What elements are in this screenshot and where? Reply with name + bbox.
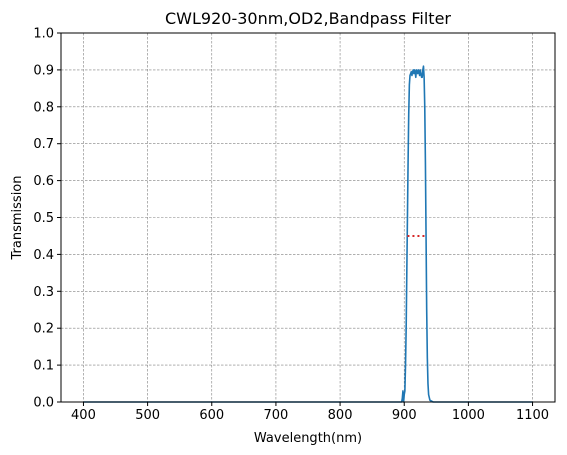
y-tick-label: 0.7 <box>33 137 54 152</box>
y-tick-label: 0.5 <box>33 211 54 226</box>
y-tick-label: 0.3 <box>33 285 54 300</box>
x-tick-label: 800 <box>328 408 353 423</box>
chart-title: CWL920-30nm,OD2,Bandpass Filter <box>165 9 451 28</box>
x-tick-label: 700 <box>264 408 289 423</box>
y-axis-label: Transmission <box>10 176 25 261</box>
y-axis: 0.0 0.1 0.2 0.3 0.4 0.5 0.6 0.7 0.8 0.9 1.0 <box>33 27 61 411</box>
y-tick-label: 0.8 <box>33 100 54 115</box>
x-axis: 400 500 600 700 800 900 1000 1100 <box>71 402 549 423</box>
y-tick-label: 0.1 <box>33 359 54 374</box>
y-tick-label: 0.6 <box>33 174 54 189</box>
x-axis-label: Wavelength(nm) <box>254 431 362 446</box>
transmission-curve <box>83 65 533 403</box>
x-tick-label: 400 <box>71 408 96 423</box>
x-tick-label: 900 <box>392 408 417 423</box>
y-tick-label: 0.9 <box>33 63 54 78</box>
x-tick-label: 1100 <box>516 408 549 423</box>
y-tick-label: 0.0 <box>33 396 54 411</box>
y-tick-label: 0.4 <box>33 248 54 263</box>
series-layer <box>83 65 533 403</box>
y-tick-label: 0.2 <box>33 322 54 337</box>
x-tick-label: 1000 <box>452 408 485 423</box>
x-tick-label: 500 <box>135 408 160 423</box>
y-tick-label: 1.0 <box>33 27 54 42</box>
x-tick-label: 600 <box>199 408 224 423</box>
